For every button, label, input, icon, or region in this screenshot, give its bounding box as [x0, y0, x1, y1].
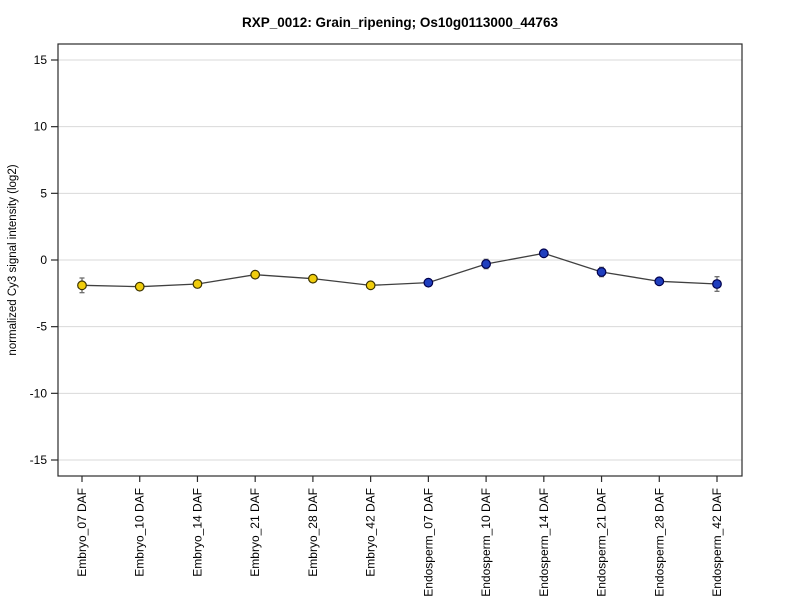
x-axis-category-label: Embryo_28 DAF — [306, 488, 320, 577]
y-tick-label: -5 — [36, 320, 47, 334]
x-axis-category-label: Embryo_10 DAF — [133, 488, 147, 577]
chart-title: RXP_0012: Grain_ripening; Os10g0113000_4… — [242, 15, 558, 30]
data-point-endosperm-8 — [538, 248, 549, 259]
x-axis-category-label: Endosperm_07 DAF — [421, 488, 435, 597]
data-point-endosperm-11 — [712, 279, 722, 289]
data-point-embryo-5 — [365, 280, 376, 291]
x-axis-category-label: Endosperm_21 DAF — [595, 488, 609, 597]
data-point-endosperm-7 — [481, 259, 491, 269]
gridlines-layer — [58, 59, 742, 461]
axis-tick-labels-layer: -15 -10 -5 0 5 10 15 Embryo_07 DAF Embryo_10 DAF… — [30, 53, 724, 597]
data-point-embryo-3 — [250, 269, 261, 280]
y-tick-label: 0 — [40, 253, 47, 267]
x-axis-category-label: Embryo_07 DAF — [75, 488, 89, 577]
series-line — [81, 252, 718, 288]
x-axis-category-label: Endosperm_14 DAF — [537, 488, 551, 597]
data-points-layer — [77, 248, 722, 292]
data-point-embryo-1 — [134, 281, 145, 292]
data-point-embryo-2 — [192, 279, 203, 289]
y-tick-label: -10 — [30, 386, 48, 400]
series-line-layer — [81, 252, 718, 288]
x-axis-category-label: Embryo_42 DAF — [364, 488, 378, 577]
error-bars-layer — [79, 250, 720, 294]
x-axis-category-label: Endosperm_28 DAF — [652, 488, 666, 597]
data-point-embryo-4 — [308, 273, 318, 284]
y-tick-label: 10 — [34, 120, 48, 134]
x-axis-category-label: Endosperm_42 DAF — [710, 488, 724, 597]
data-point-endosperm-6 — [423, 277, 434, 288]
y-tick-label: -15 — [30, 453, 48, 467]
y-axis-label: normalized Cy3 signal intensity (log2) — [7, 164, 19, 355]
data-point-embryo-0 — [77, 280, 87, 291]
plot-area-frame — [57, 43, 743, 477]
y-tick-label: 5 — [40, 186, 47, 200]
axis-ticks-layer — [51, 59, 718, 482]
y-tick-label: 15 — [34, 53, 48, 67]
data-point-endosperm-9 — [596, 267, 607, 277]
x-axis-category-label: Embryo_14 DAF — [190, 488, 204, 577]
x-axis-category-label: Embryo_21 DAF — [248, 488, 262, 577]
x-axis-category-label: Endosperm_10 DAF — [479, 488, 493, 597]
data-point-endosperm-10 — [654, 276, 665, 287]
